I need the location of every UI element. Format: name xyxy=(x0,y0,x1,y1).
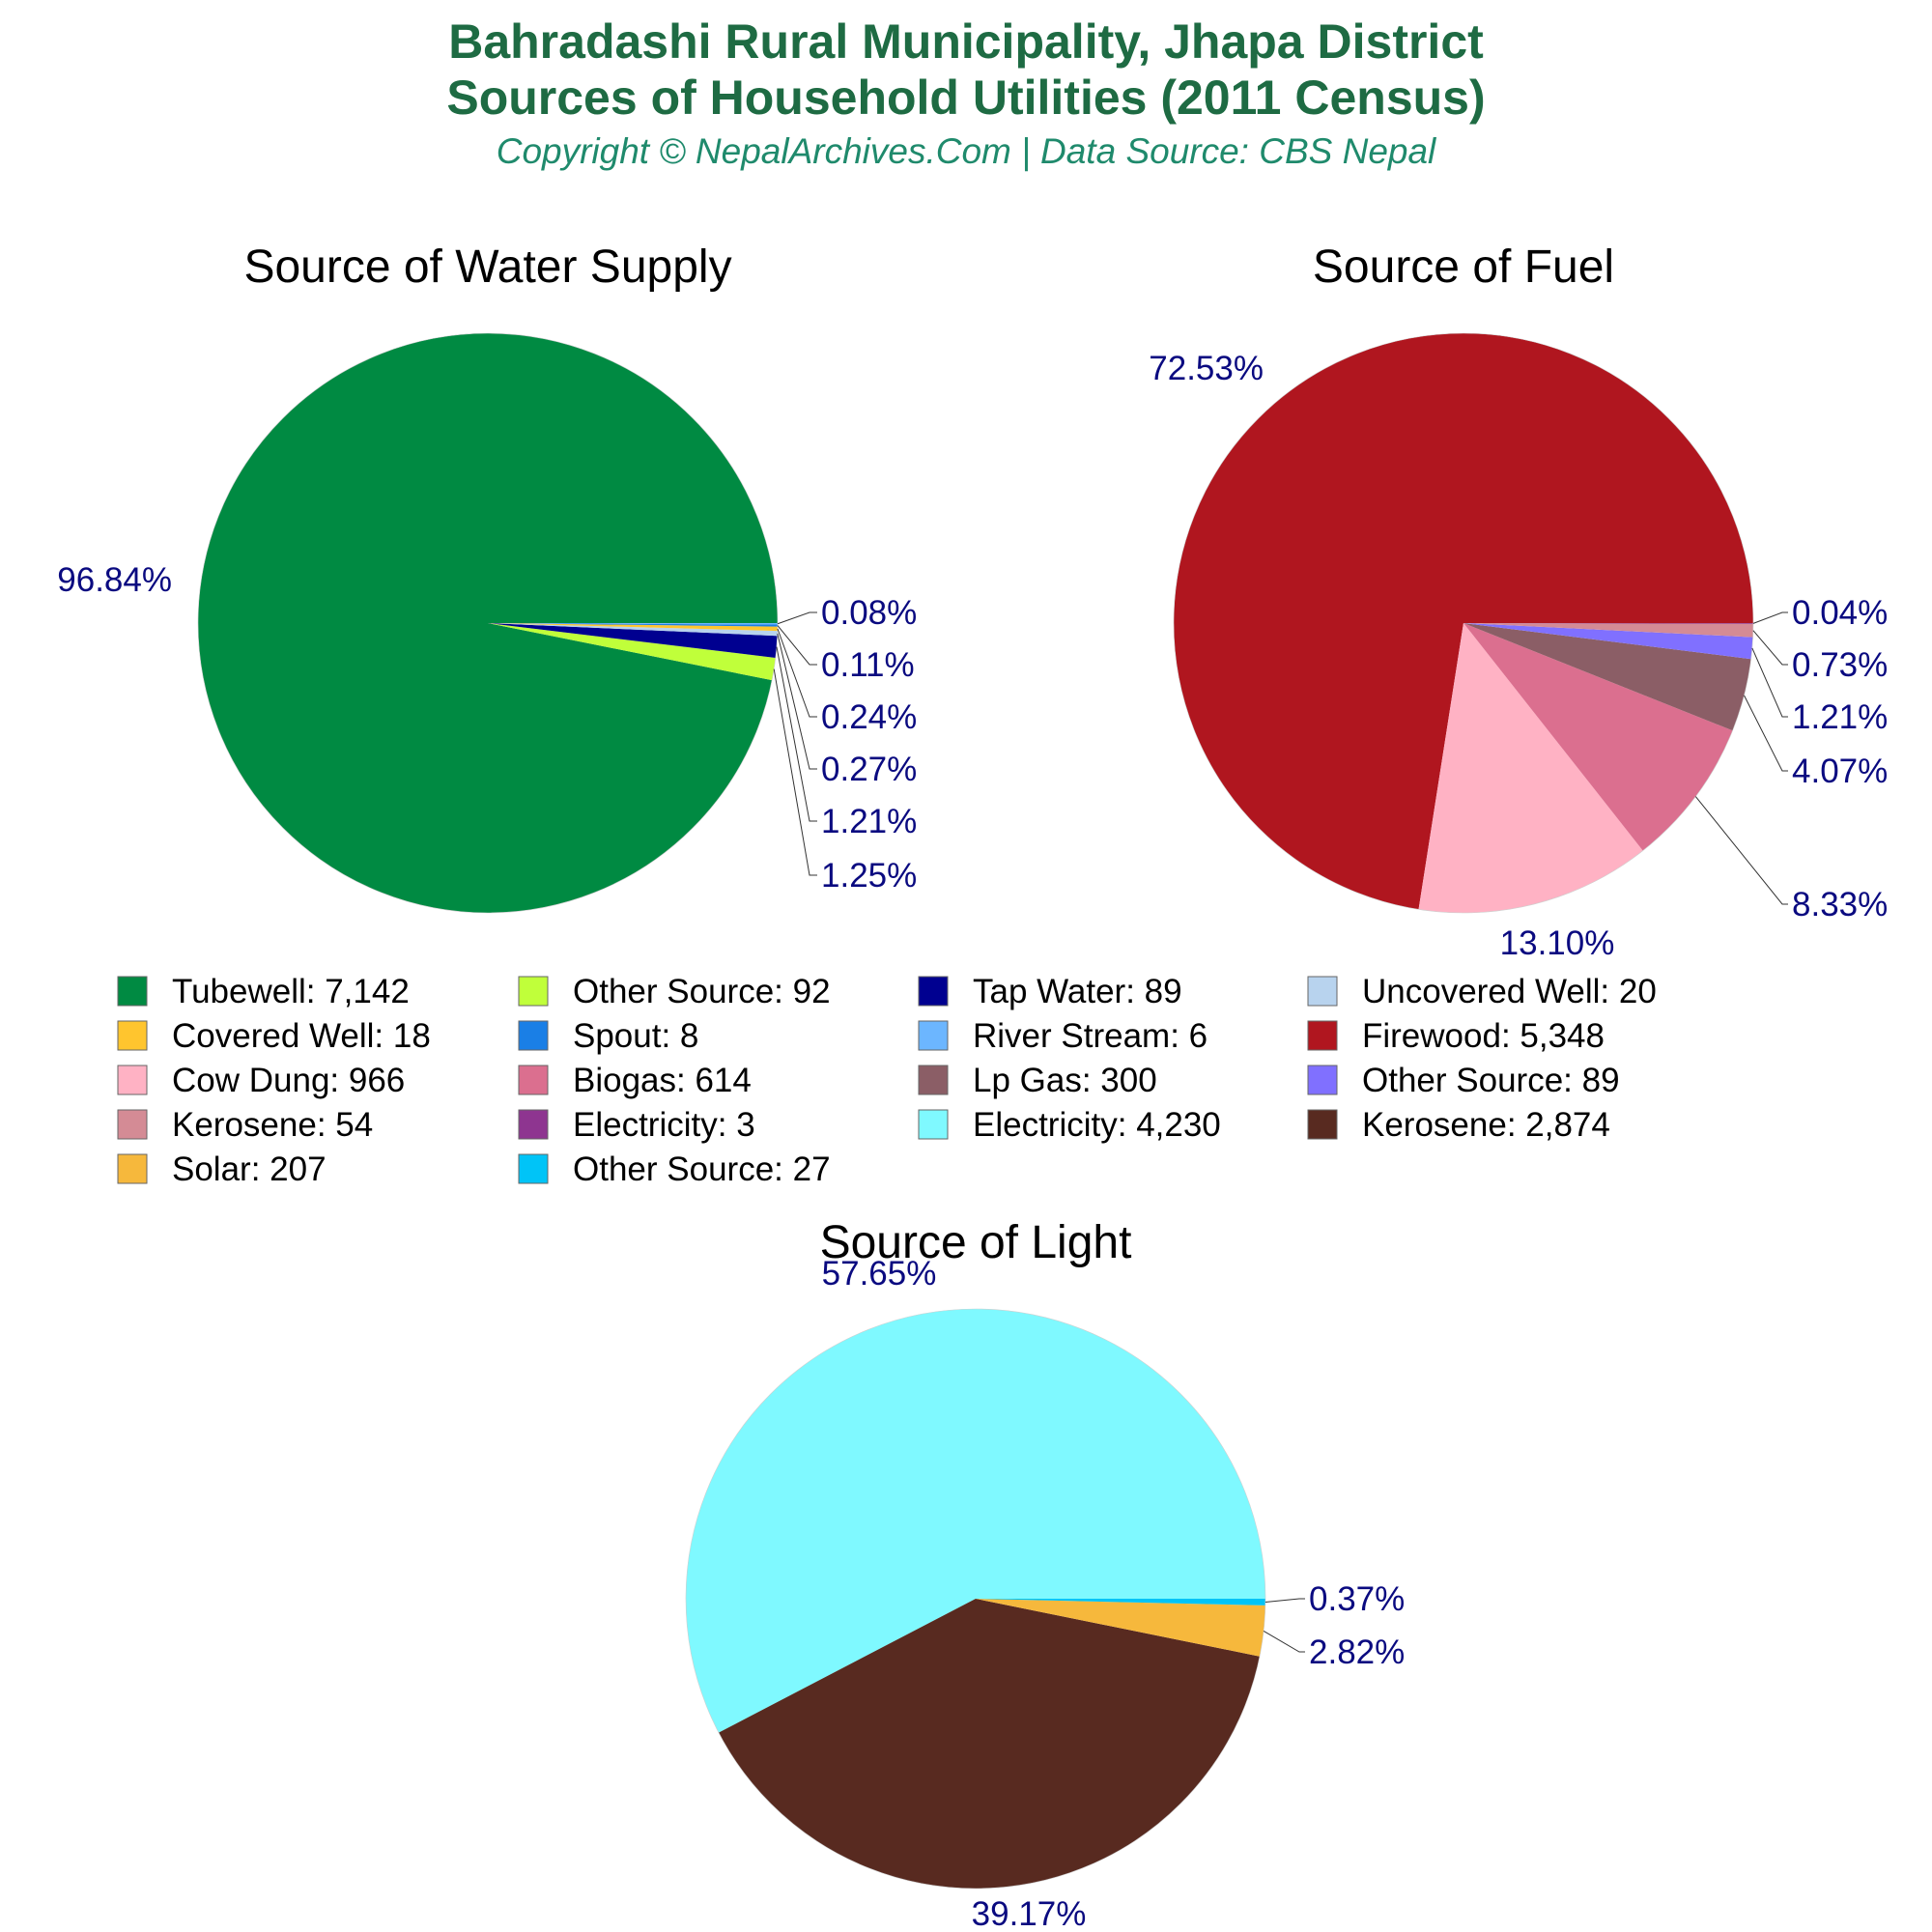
leader-light-solar xyxy=(1263,1631,1305,1653)
pct-label-light-electricity: 57.65% xyxy=(822,1255,937,1293)
pct-label-water-covered-well: 0.24% xyxy=(821,698,917,736)
chart-title-line-2: Sources of Household Utilities (2011 Cen… xyxy=(446,71,1486,125)
legend-swatch-1 xyxy=(518,976,549,1007)
legend-label-7: Firewood: 5,348 xyxy=(1362,1017,1605,1055)
pie-title-source-of-light: Source of Light xyxy=(820,1217,1132,1268)
pct-label-light-kerosene: 39.17% xyxy=(972,1895,1087,1932)
legend-label-15: Kerosene: 2,874 xyxy=(1362,1106,1610,1144)
legend-label-1: Other Source: 92 xyxy=(573,973,831,1010)
legend-swatch-8 xyxy=(117,1065,148,1095)
legend-label-4: Covered Well: 18 xyxy=(172,1017,431,1055)
legend-label-5: Spout: 8 xyxy=(573,1017,698,1055)
legend-label-12: Kerosene: 54 xyxy=(172,1106,373,1144)
pct-label-fuel-biogas: 8.33% xyxy=(1792,886,1888,923)
slice-source-of-fuel-other-source xyxy=(1463,623,1753,660)
slice-source-of-light-electricity xyxy=(686,1309,1265,1733)
slice-source-of-water-supply-tubewell xyxy=(198,333,779,914)
legend-swatch-6 xyxy=(918,1020,949,1051)
legend-swatch-14 xyxy=(918,1109,949,1140)
leader-fuel-lp-gas xyxy=(1744,695,1788,772)
legend-swatch-17 xyxy=(518,1153,549,1184)
legend-swatch-10 xyxy=(918,1065,949,1095)
legend-swatch-11 xyxy=(1307,1065,1338,1095)
slice-source-of-light-kerosene xyxy=(718,1599,1260,1889)
pie-outline-source-of-water-supply xyxy=(197,332,779,914)
chart-title-line-1: Bahradashi Rural Municipality, Jhapa Dis… xyxy=(448,14,1484,69)
slice-source-of-water-supply-uncovered-well xyxy=(488,623,778,637)
pct-label-fuel-firewood: 72.53% xyxy=(1149,350,1264,387)
pct-label-water-tap-water: 1.21% xyxy=(821,803,917,840)
legend-label-10: Lp Gas: 300 xyxy=(973,1062,1157,1099)
leader-water-other-source xyxy=(773,668,817,876)
legend-label-14: Electricity: 4,230 xyxy=(973,1106,1221,1144)
slice-source-of-water-supply-river-stream xyxy=(488,623,778,625)
pct-label-fuel-kerosene: 0.73% xyxy=(1792,646,1888,684)
slice-source-of-water-supply-spout xyxy=(488,623,778,627)
leader-fuel-biogas xyxy=(1694,796,1788,905)
legend-label-2: Tap Water: 89 xyxy=(973,973,1182,1010)
legend-swatch-2 xyxy=(918,976,949,1007)
legend-label-16: Solar: 207 xyxy=(172,1151,327,1188)
slice-source-of-light-other-source xyxy=(976,1599,1265,1605)
leader-fuel-electricity xyxy=(1752,611,1788,624)
legend-swatch-13 xyxy=(518,1109,549,1140)
leader-water-tap-water xyxy=(776,646,817,822)
legend-swatch-16 xyxy=(117,1153,148,1184)
pct-label-water-river-stream: 0.08% xyxy=(821,594,917,632)
legend-label-6: River Stream: 6 xyxy=(973,1017,1208,1055)
chart-subtitle: Copyright © NepalArchives.Com | Data Sou… xyxy=(496,131,1436,171)
legend-label-11: Other Source: 89 xyxy=(1362,1062,1620,1099)
leader-water-uncovered-well xyxy=(777,633,817,770)
leader-light-other-source xyxy=(1264,1598,1305,1603)
pie-outline-source-of-light xyxy=(685,1308,1266,1889)
leader-water-river-stream xyxy=(777,611,817,625)
leader-water-spout xyxy=(777,625,817,666)
pct-label-fuel-electricity: 0.04% xyxy=(1792,594,1888,632)
slice-source-of-water-supply-covered-well xyxy=(488,623,778,632)
pie-title-source-of-water-supply: Source of Water Supply xyxy=(243,242,731,293)
legend-swatch-4 xyxy=(117,1020,148,1051)
leader-water-covered-well xyxy=(777,628,817,718)
pct-label-light-solar: 2.82% xyxy=(1309,1634,1405,1671)
slice-source-of-fuel-cow-dung xyxy=(1418,623,1643,913)
legend-swatch-15 xyxy=(1307,1109,1338,1140)
legend-label-8: Cow Dung: 966 xyxy=(172,1062,405,1099)
pct-label-water-spout: 0.11% xyxy=(821,646,915,684)
slice-source-of-water-supply-other-source xyxy=(488,623,776,681)
legend-swatch-5 xyxy=(518,1020,549,1051)
pie-title-source-of-fuel: Source of Fuel xyxy=(1313,242,1614,293)
slice-source-of-fuel-biogas xyxy=(1463,623,1733,851)
slice-source-of-fuel-electricity xyxy=(1463,623,1753,624)
pct-label-fuel-lp-gas: 4.07% xyxy=(1792,753,1888,790)
leader-fuel-kerosene xyxy=(1752,630,1788,666)
pct-label-light-other-source: 0.37% xyxy=(1309,1580,1405,1618)
leader-fuel-other-source xyxy=(1751,647,1788,718)
pct-label-water-tubewell: 96.84% xyxy=(57,561,172,599)
pct-label-water-other-source: 1.25% xyxy=(821,857,917,895)
legend-swatch-7 xyxy=(1307,1020,1338,1051)
slice-source-of-fuel-kerosene xyxy=(1463,623,1753,638)
legend-label-13: Electricity: 3 xyxy=(573,1106,755,1144)
pct-label-water-uncovered-well: 0.27% xyxy=(821,751,917,788)
pct-label-fuel-cow-dung: 13.10% xyxy=(1500,924,1615,962)
legend-label-3: Uncovered Well: 20 xyxy=(1362,973,1657,1010)
legend-swatch-0 xyxy=(117,976,148,1007)
slice-source-of-fuel-firewood xyxy=(1174,333,1753,910)
slice-source-of-light-solar xyxy=(976,1599,1265,1657)
pct-label-fuel-other-source: 1.21% xyxy=(1792,698,1888,736)
legend-label-0: Tubewell: 7,142 xyxy=(172,973,410,1010)
legend-swatch-9 xyxy=(518,1065,549,1095)
slice-source-of-fuel-lp-gas xyxy=(1463,623,1751,731)
legend-label-9: Biogas: 614 xyxy=(573,1062,752,1099)
legend-swatch-12 xyxy=(117,1109,148,1140)
slice-source-of-water-supply-tap-water xyxy=(488,623,778,658)
legend-label-17: Other Source: 27 xyxy=(573,1151,831,1188)
legend-swatch-3 xyxy=(1307,976,1338,1007)
